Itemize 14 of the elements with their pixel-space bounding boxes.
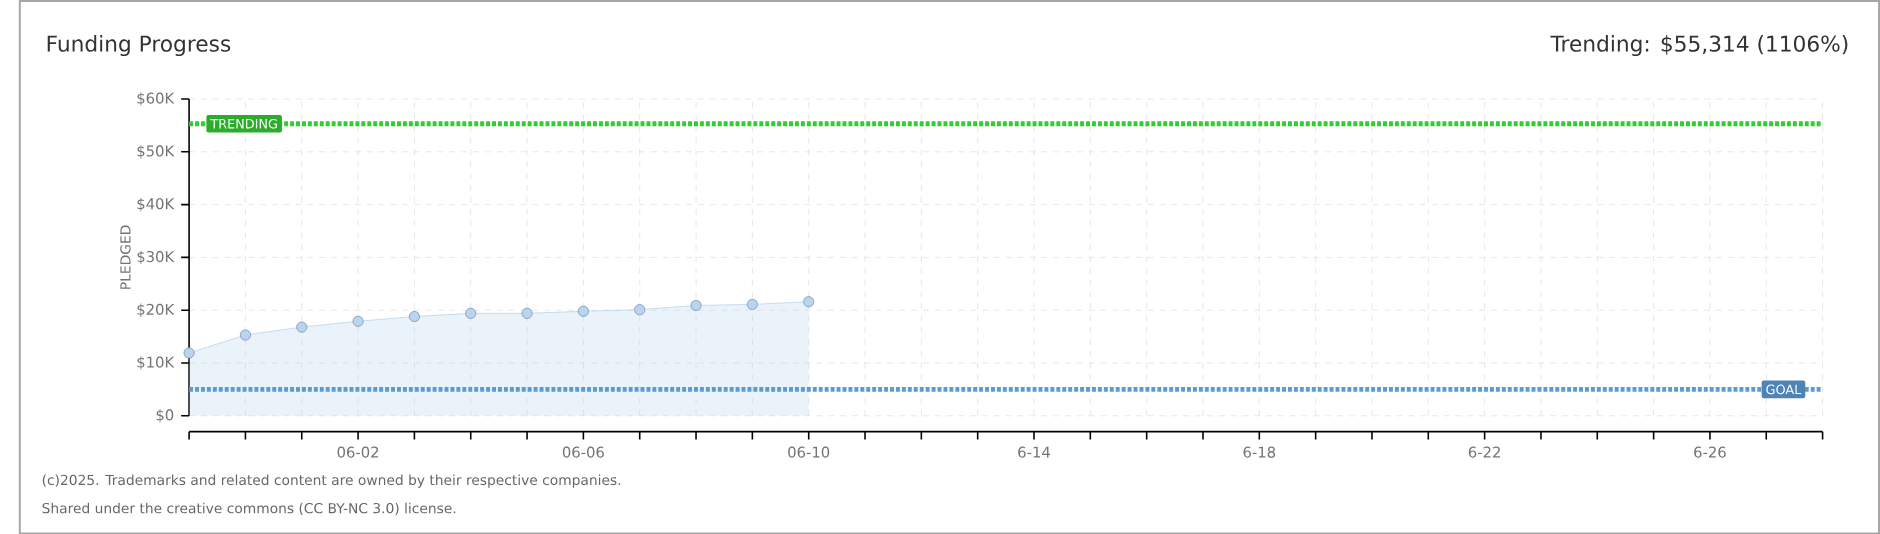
- point: [183, 347, 195, 359]
- point: [803, 295, 815, 308]
- point: [239, 329, 251, 341]
- chart-title: Funding Progress: [47, 34, 231, 56]
- point: [296, 321, 308, 333]
- point: [352, 315, 364, 327]
- point: [521, 307, 533, 319]
- point: [465, 307, 477, 319]
- point: [746, 298, 758, 310]
- point: [690, 299, 702, 311]
- text: Trending: $55,314 (1106%): [1550, 34, 1848, 56]
- point: [408, 310, 420, 322]
- point: [577, 305, 589, 317]
- point: [634, 303, 646, 315]
